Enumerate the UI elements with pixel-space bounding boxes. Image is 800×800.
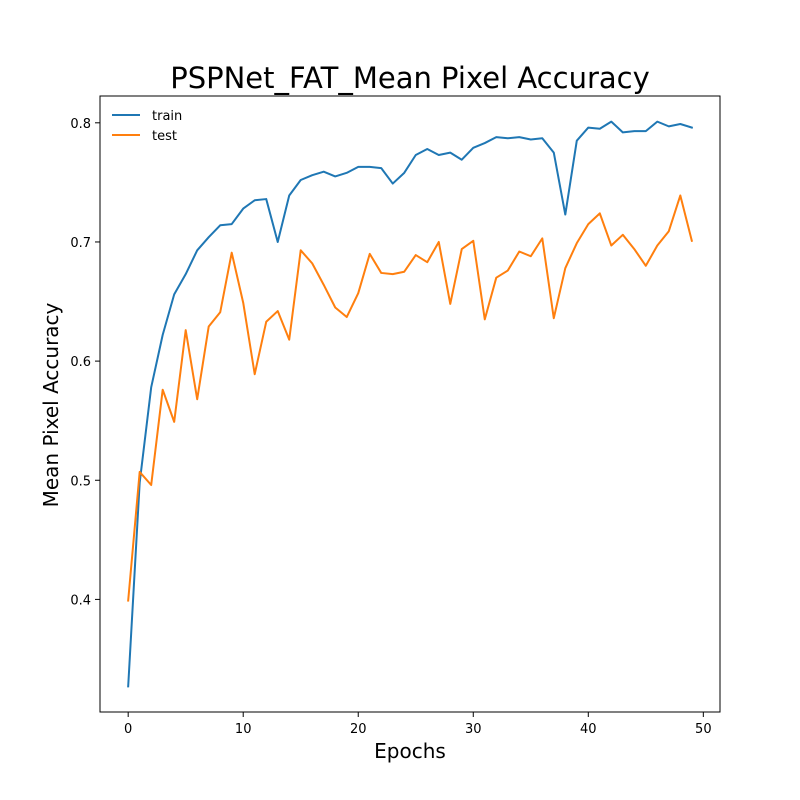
series-line-train [127,120,694,688]
axes-layer: 0 10 20 30 40 50 0.4 0.5 0.6 0.7 0.8 [70,95,721,737]
x-tick-label: 10 [235,722,252,737]
x-tick-label: 20 [350,722,367,737]
y-axis-label: Mean Pixel Accuracy [39,302,63,507]
plot-area: 0 10 20 30 40 50 0.4 0.5 0.6 0.7 0.8 train test [70,95,721,737]
series-layer [127,120,694,688]
plot-frame [99,95,721,713]
legend-label-train: train [152,109,182,124]
y-tick-label: 0.5 [70,474,91,489]
legend-label-test: test [152,129,177,144]
x-tick-label: 0 [124,722,132,737]
y-tick-label: 0.7 [70,236,91,251]
x-axis-label: Epochs [374,739,446,763]
y-tick-label: 0.8 [70,117,91,132]
x-tick-label: 30 [465,722,482,737]
legend: train test [112,109,182,144]
x-tick-label: 50 [695,722,712,737]
chart-title: PSPNet_FAT_Mean Pixel Accuracy [170,61,650,95]
x-tick-label: 40 [580,722,597,737]
y-tick-label: 0.4 [70,593,91,608]
series-line-test [127,194,694,602]
y-tick-label: 0.6 [70,355,91,370]
